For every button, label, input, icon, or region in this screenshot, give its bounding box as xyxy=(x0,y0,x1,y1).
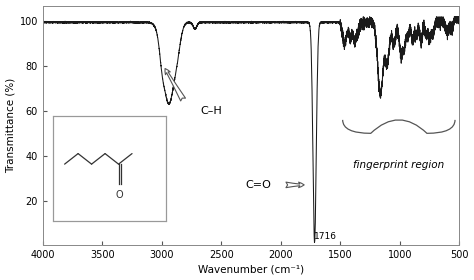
Text: C=O: C=O xyxy=(246,180,271,190)
Y-axis label: Transmittance (%): Transmittance (%) xyxy=(6,78,16,173)
Text: 1716: 1716 xyxy=(314,232,337,241)
X-axis label: Wavenumber (cm⁻¹): Wavenumber (cm⁻¹) xyxy=(198,264,304,274)
Text: C–H: C–H xyxy=(200,106,222,116)
Text: fingerprint region: fingerprint region xyxy=(353,160,445,170)
